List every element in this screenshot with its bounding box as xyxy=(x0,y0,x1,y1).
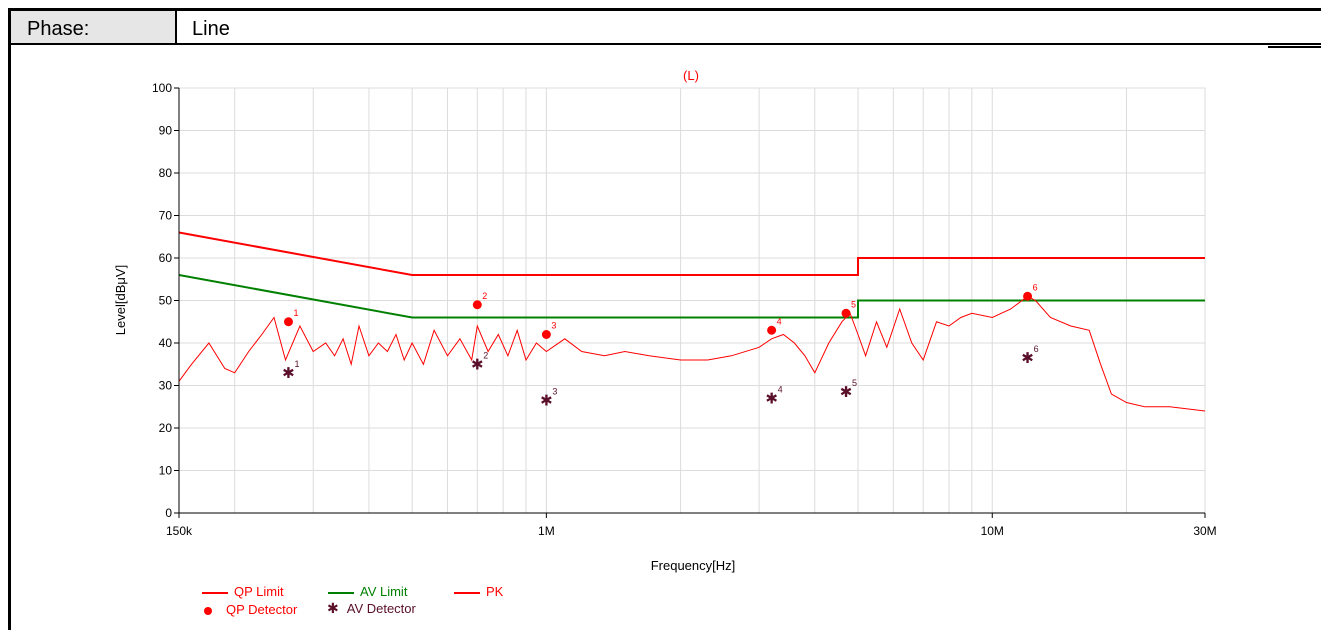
y-tick-label: 30 xyxy=(159,379,173,393)
legend-pk-swatch xyxy=(454,591,480,594)
legend-qp-limit-label: QP Limit xyxy=(234,584,284,599)
av-detector-point: ✱ xyxy=(1021,350,1034,367)
y-tick-label: 90 xyxy=(159,124,173,138)
av-detector-star-icon: ✱ xyxy=(327,600,339,616)
av-detector-point: ✱ xyxy=(765,390,778,407)
x-tick-label: 30M xyxy=(1193,524,1216,538)
legend-pk: PK xyxy=(454,584,503,599)
y-tick-label: 20 xyxy=(159,421,173,435)
y-tick-label: 60 xyxy=(159,251,173,265)
qp-detector-point xyxy=(767,325,777,335)
legend-qp-limit: QP Limit xyxy=(202,584,284,599)
av-detector-point: ✱ xyxy=(282,365,295,382)
y-tick-label: 10 xyxy=(159,464,173,478)
qp-detector-point xyxy=(541,330,551,339)
qp-detector-point xyxy=(841,308,851,318)
x-tick-label: 150k xyxy=(166,524,193,538)
y-tick-label: 0 xyxy=(165,506,172,520)
chart-plot-area: 123 456✱1 ✱2✱3 ✱4 ✱5✱6 xyxy=(178,231,1206,412)
av-detector-point: ✱ xyxy=(840,384,853,401)
legend-qp-detector-label: QP Detector xyxy=(226,602,298,617)
legend-qp-limit-swatch xyxy=(202,591,228,594)
av-detector-label: 4 xyxy=(778,384,783,394)
qp-detector-label: 4 xyxy=(777,316,782,326)
qp-detector-point xyxy=(472,300,482,310)
y-tick-label: 80 xyxy=(159,166,173,180)
qp-detector-label: 5 xyxy=(851,299,856,309)
qp-limit-line xyxy=(178,231,1205,276)
chart-axes: 0 10 20 30 40 50 60 70 80 90 100 150k 1M 10M 30M xyxy=(152,81,1217,538)
table-divider xyxy=(1268,46,1321,48)
y-tick-label: 100 xyxy=(152,81,172,95)
chart-title: (L) xyxy=(683,68,699,83)
legend-av-detector-label: AV Detector xyxy=(346,601,416,616)
av-detector-point: ✱ xyxy=(540,392,553,409)
qp-detector-point xyxy=(1023,291,1033,301)
av-detector-point: ✱ xyxy=(471,356,484,373)
av-detector-label: 6 xyxy=(1034,344,1039,354)
x-tick-label: 10M xyxy=(981,524,1004,538)
legend-av-limit-swatch xyxy=(328,591,354,594)
qp-detector-label: 3 xyxy=(551,321,556,331)
legend-av-limit-label: AV Limit xyxy=(360,584,408,599)
x-tick-label: 1M xyxy=(538,524,555,538)
legend-qp-detector: QP Detector xyxy=(204,602,297,617)
qp-detector-label: 1 xyxy=(293,308,298,318)
qp-detector-label: 2 xyxy=(482,291,487,301)
y-tick-label: 70 xyxy=(159,209,173,223)
header-row: Phase: Line xyxy=(8,8,1321,45)
x-axis-label: Frequency[Hz] xyxy=(651,558,736,573)
qp-detector-dot-icon xyxy=(204,606,212,615)
pk-trace-line xyxy=(178,295,1206,412)
phase-label-cell: Phase: xyxy=(11,11,177,43)
qp-detector-point xyxy=(283,317,293,327)
y-axis-label: Level[dBμV] xyxy=(113,265,128,335)
y-tick-label: 50 xyxy=(159,294,173,308)
legend-pk-label: PK xyxy=(486,584,504,599)
av-detector-label: 1 xyxy=(294,359,299,369)
av-limit-line xyxy=(178,274,1205,319)
phase-value: Line xyxy=(192,18,230,40)
table-left-border xyxy=(8,8,11,630)
legend-av-detector: ✱ AV Detector xyxy=(327,600,416,617)
qp-detector-label: 6 xyxy=(1033,282,1038,292)
av-detector-label: 2 xyxy=(483,350,488,360)
legend-av-limit: AV Limit xyxy=(328,584,407,599)
av-detector-label: 3 xyxy=(552,386,557,396)
phase-label: Phase: xyxy=(27,18,90,40)
av-detector-label: 5 xyxy=(852,378,857,388)
y-tick-label: 40 xyxy=(159,336,173,350)
